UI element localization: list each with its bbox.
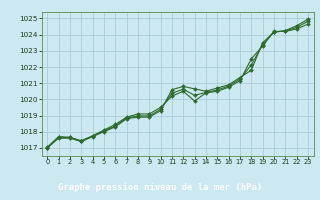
Text: Graphe pression niveau de la mer (hPa): Graphe pression niveau de la mer (hPa)	[58, 184, 262, 192]
